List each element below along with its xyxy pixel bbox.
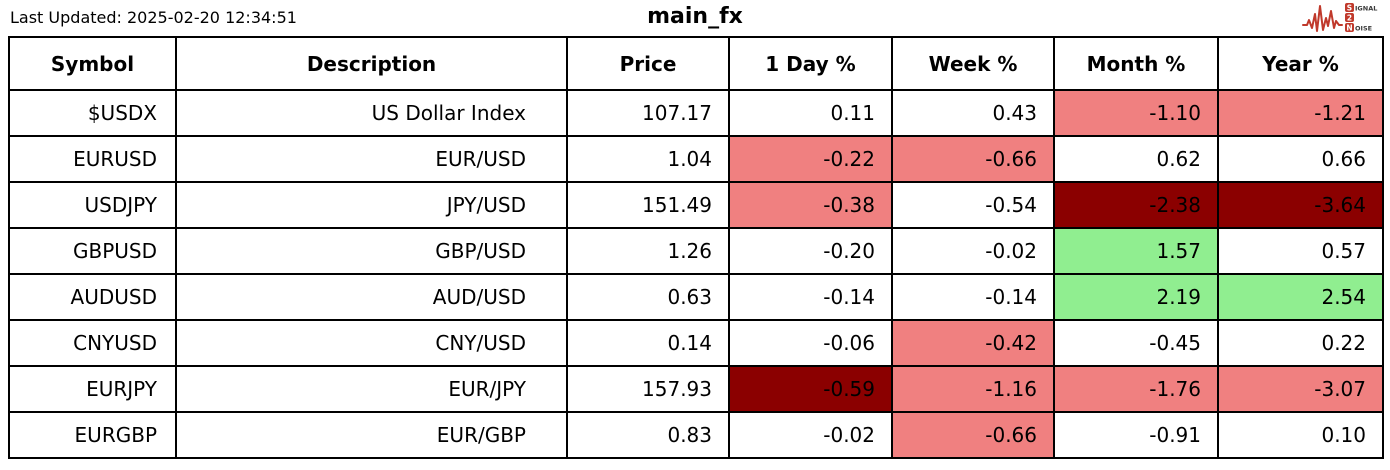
change-cell: 0.43 bbox=[891, 89, 1055, 137]
column-header: Price bbox=[566, 36, 730, 91]
change-cell: -2.38 bbox=[1053, 181, 1219, 229]
change-cell: 0.11 bbox=[728, 89, 893, 137]
description-cell: EUR/USD bbox=[175, 135, 568, 183]
description-cell: AUD/USD bbox=[175, 273, 568, 321]
change-cell: -0.14 bbox=[891, 273, 1055, 321]
change-cell: 0.10 bbox=[1217, 411, 1384, 459]
top-bar: Last Updated: 2025-02-20 12:34:51 main_f… bbox=[0, 0, 1390, 36]
change-cell: -0.91 bbox=[1053, 411, 1219, 459]
svg-text:OISE: OISE bbox=[1355, 24, 1372, 32]
table-row: GBPUSD GBP/USD 1.26 -0.20 -0.02 1.57 0.57 bbox=[8, 227, 1384, 275]
symbol-cell: GBPUSD bbox=[8, 227, 177, 275]
table-row: CNYUSD CNY/USD 0.14 -0.06 -0.42 -0.45 0.22 bbox=[8, 319, 1384, 367]
table-row: EURGBP EUR/GBP 0.83 -0.02 -0.66 -0.91 0.10 bbox=[8, 411, 1384, 459]
symbol-cell: USDJPY bbox=[8, 181, 177, 229]
change-cell: -0.02 bbox=[891, 227, 1055, 275]
price-cell: 157.93 bbox=[566, 365, 730, 413]
symbol-cell: EURUSD bbox=[8, 135, 177, 183]
table-body: $USDX US Dollar Index 107.17 0.11 0.43 -1.10-… bbox=[8, 89, 1384, 459]
waveform-icon bbox=[1302, 5, 1343, 32]
description-cell: EUR/JPY bbox=[175, 365, 568, 413]
change-cell: -1.21 bbox=[1217, 89, 1384, 137]
symbol-cell: EURJPY bbox=[8, 365, 177, 413]
column-header: Symbol bbox=[8, 36, 177, 91]
change-cell: -0.42 bbox=[891, 319, 1055, 367]
page-title: main_fx bbox=[647, 4, 743, 29]
change-cell: -0.14 bbox=[728, 273, 893, 321]
change-cell: -0.22 bbox=[728, 135, 893, 183]
price-cell: 0.63 bbox=[566, 273, 730, 321]
change-cell: -0.59 bbox=[728, 365, 893, 413]
description-cell: US Dollar Index bbox=[175, 89, 568, 137]
svg-text:S: S bbox=[1347, 3, 1352, 12]
symbol-cell: $USDX bbox=[8, 89, 177, 137]
change-cell: -0.54 bbox=[891, 181, 1055, 229]
table-row: USDJPY JPY/USD 151.49 -0.38 -0.54 -2.38 -3.64 bbox=[8, 181, 1384, 229]
change-cell: -0.45 bbox=[1053, 319, 1219, 367]
change-cell: -0.20 bbox=[728, 227, 893, 275]
price-cell: 0.83 bbox=[566, 411, 730, 459]
change-cell: -1.10 bbox=[1053, 89, 1219, 137]
column-header: Week % bbox=[891, 36, 1055, 91]
svg-text:N: N bbox=[1346, 23, 1352, 32]
price-cell: 107.17 bbox=[566, 89, 730, 137]
column-header: Description bbox=[175, 36, 568, 91]
symbol-cell: EURGBP bbox=[8, 411, 177, 459]
table-row: EURUSD EUR/USD 1.04 -0.22 -0.66 0.62 0.66 bbox=[8, 135, 1384, 183]
change-cell: -3.64 bbox=[1217, 181, 1384, 229]
symbol-cell: AUDUSD bbox=[8, 273, 177, 321]
change-cell: 0.62 bbox=[1053, 135, 1219, 183]
change-cell: 2.54 bbox=[1217, 273, 1384, 321]
change-cell: -0.06 bbox=[728, 319, 893, 367]
symbol-cell: CNYUSD bbox=[8, 319, 177, 367]
header-row: Symbol Description Price 1 Day % Week % Month… bbox=[8, 36, 1384, 91]
change-cell: -0.02 bbox=[728, 411, 893, 459]
change-cell: -0.66 bbox=[891, 135, 1055, 183]
price-cell: 1.26 bbox=[566, 227, 730, 275]
signal2noise-logo: S IGNAL 2 N OISE bbox=[1302, 3, 1377, 32]
change-cell: 0.22 bbox=[1217, 319, 1384, 367]
change-cell: 0.66 bbox=[1217, 135, 1384, 183]
fx-table: Symbol Description Price 1 Day % Week % Month… bbox=[8, 36, 1384, 459]
table-row: AUDUSD AUD/USD 0.63 -0.14 -0.14 2.19 2.54 bbox=[8, 273, 1384, 321]
change-cell: 1.57 bbox=[1053, 227, 1219, 275]
price-cell: 0.14 bbox=[566, 319, 730, 367]
change-cell: -1.76 bbox=[1053, 365, 1219, 413]
column-header: Month % bbox=[1053, 36, 1219, 91]
change-cell: 2.19 bbox=[1053, 273, 1219, 321]
change-cell: -0.38 bbox=[728, 181, 893, 229]
change-cell: -1.16 bbox=[891, 365, 1055, 413]
svg-text:2: 2 bbox=[1347, 13, 1352, 22]
change-cell: -0.66 bbox=[891, 411, 1055, 459]
description-cell: CNY/USD bbox=[175, 319, 568, 367]
price-cell: 1.04 bbox=[566, 135, 730, 183]
column-header: Year % bbox=[1217, 36, 1384, 91]
column-header: 1 Day % bbox=[728, 36, 893, 91]
last-updated-text: Last Updated: 2025-02-20 12:34:51 bbox=[10, 8, 297, 27]
table-row: $USDX US Dollar Index 107.17 0.11 0.43 -1.10-… bbox=[8, 89, 1384, 137]
description-cell: GBP/USD bbox=[175, 227, 568, 275]
change-cell: -3.07 bbox=[1217, 365, 1384, 413]
table-row: EURJPY EUR/JPY 157.93 -0.59 -1.16 -1.76 -3.07 bbox=[8, 365, 1384, 413]
description-cell: EUR/GBP bbox=[175, 411, 568, 459]
price-cell: 151.49 bbox=[566, 181, 730, 229]
description-cell: JPY/USD bbox=[175, 181, 568, 229]
change-cell: 0.57 bbox=[1217, 227, 1384, 275]
svg-text:IGNAL: IGNAL bbox=[1355, 4, 1377, 12]
